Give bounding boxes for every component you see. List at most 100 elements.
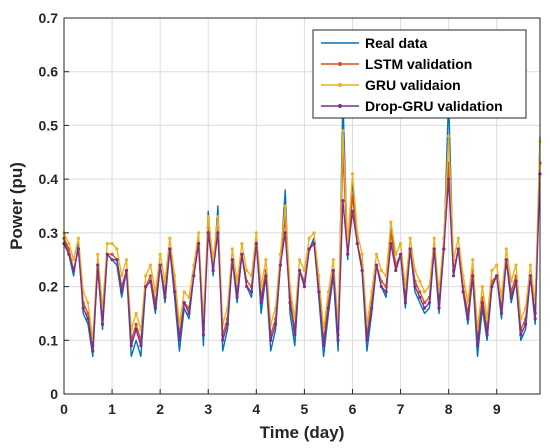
series-point [81,306,85,310]
series-point [432,236,436,240]
series-point [480,301,484,305]
series-point [350,172,355,176]
series-point [307,236,311,240]
series-point [355,242,359,246]
series-point [124,258,129,262]
series-point [86,317,90,321]
legend-entry: Real data [321,35,427,51]
series-point [418,295,422,299]
series-point [139,344,143,348]
series-point [504,247,508,251]
series-point [312,242,316,246]
series-point [144,274,148,278]
series-point [528,274,533,278]
series-point [254,231,258,235]
series-point [115,247,119,251]
series-point [240,252,244,256]
series-point [475,344,480,348]
series-point [96,252,100,256]
series-point [298,268,302,273]
series-point [206,215,210,219]
series-point [211,268,215,273]
series-point [514,279,518,283]
legend-box [312,29,527,119]
series-point [326,306,330,310]
x-tick-label: 2 [156,401,164,417]
x-tick-label: 5 [301,401,309,417]
series-point [249,274,254,278]
series-point [134,311,138,315]
series-point [259,301,263,305]
series-point [144,285,148,289]
series-point [134,322,138,326]
series-point [322,344,326,348]
series-point [427,301,431,305]
x-tick-label: 1 [108,401,116,417]
legend-label: Real data [365,35,427,51]
series-point [379,268,383,273]
legend-label: Drop-GRU validation [365,98,503,114]
series-point [413,285,417,289]
legend-entry: LSTM validation [321,56,472,72]
series-point [509,279,513,283]
x-tick-label: 9 [493,401,501,417]
series-point [240,242,244,246]
series-point [461,274,465,278]
series-point [389,242,393,246]
series-point [370,290,374,294]
series-point [110,242,114,246]
series-point [274,322,278,326]
series-point [115,258,119,262]
series-point [418,290,422,294]
series-point [331,258,335,262]
series-point [437,306,441,310]
series-point [389,220,393,224]
series-point [485,333,489,337]
series-point [312,231,316,235]
series-point [528,263,533,267]
series-point [120,290,124,294]
series-point [298,258,302,262]
y-axis-label: Power (pu) [7,162,26,250]
series-point [374,252,379,256]
series-point [201,333,205,337]
x-axis-label: Time (day) [260,423,345,442]
series-point [524,306,528,310]
series-point [302,268,306,273]
series-point [163,295,167,299]
series-point [423,290,427,294]
series-point [384,274,388,278]
ticks: 0 1 2 3 4 5 6 7 8 9 0 0.1 0.2 0.3 0.4 0.5 0.6 0.7 [39,10,501,417]
series-layer [62,97,542,358]
series-point [192,274,196,278]
series-point [461,290,465,294]
series-point [384,290,388,294]
series-point [225,322,230,326]
legend-entry: Drop-GRU validation [321,98,503,114]
series-point [341,129,345,133]
series-point [72,268,76,273]
y-tick-label: 0.5 [39,117,59,133]
series-point [471,258,475,262]
legend: Real data LSTM validation GRU validaion Dro… [312,29,527,119]
series-point [495,274,499,278]
series-point [100,322,105,326]
series-point [447,177,451,181]
series-point [350,209,355,213]
series-point [235,295,239,299]
y-tick-label: 0 [50,386,58,402]
y-tick-label: 0.2 [39,279,59,295]
series-point [509,295,513,299]
series-point [514,263,518,267]
series-point [76,236,80,240]
series-point [360,252,364,256]
series-point [370,306,374,310]
legend-marker [338,104,342,108]
series-point [91,349,95,353]
series-point [423,301,427,305]
series-point [221,338,225,342]
x-tick-label: 7 [397,401,405,417]
series-point [533,317,537,321]
series-point [148,279,153,283]
